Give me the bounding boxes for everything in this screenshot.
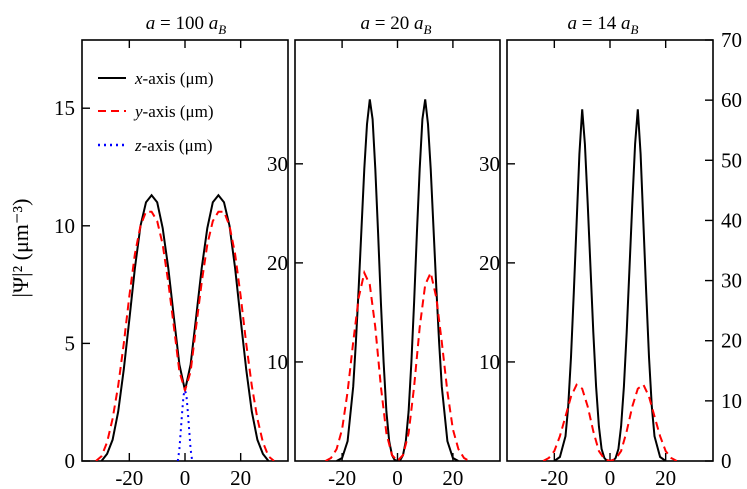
legend-label-x: x-axis (μm) (134, 69, 214, 88)
panel-2-frame (294, 39, 501, 462)
series-line-solid (553, 109, 667, 461)
x-tick-label: 20 (655, 466, 676, 489)
x-tick-label: -20 (540, 466, 568, 489)
y-right-tick-label: 0 (721, 449, 732, 473)
panel-3-title: a = 14 aB (568, 13, 639, 37)
panel-a14: -20 0 20 10 20 30 0 10 20 30 40 50 60 70 (479, 28, 742, 489)
y-tick-label: 30 (267, 152, 288, 176)
y-right-tick-label: 70 (721, 28, 742, 52)
panel-1-title-subscript: B (218, 22, 226, 37)
y-axis-label: |Ψ|² (μm⁻³) (8, 199, 33, 298)
series-line-dashed (542, 383, 678, 461)
panel-2-title-subscript: B (424, 22, 432, 37)
x-tick-label: 0 (605, 466, 616, 489)
x-tick-label: 20 (230, 466, 251, 489)
x-tick-label: 0 (392, 466, 403, 489)
panel-1-title-unit: a (209, 13, 219, 34)
panel-2-title-var: a (361, 13, 371, 34)
y-tick-label: 10 (267, 350, 288, 374)
panel-1-title-var: a (146, 13, 156, 34)
y-tick-label: 20 (479, 251, 500, 275)
panel-2-title-unit: a (414, 13, 424, 34)
panel-2-title-value: 20 (390, 13, 409, 34)
y-tick-label: 30 (479, 152, 500, 176)
panel-3-title-unit: a (621, 13, 631, 34)
y-right-tick-label: 10 (721, 389, 742, 413)
x-tick-label: 0 (180, 466, 191, 489)
panel-3-title-value: 14 (597, 13, 617, 34)
y-tick-label: 0 (65, 449, 76, 473)
y-right-tick-label: 30 (721, 269, 742, 293)
panel-2-title-value-group: = 20 (370, 13, 414, 34)
y-right-tick-label: 60 (721, 88, 742, 112)
panel-a100: -20 0 20 0 5 10 15 (54, 39, 289, 489)
y-tick-label: 15 (54, 96, 75, 120)
panel-3-title-value-group: = 14 (577, 13, 621, 34)
y-tick-label: 5 (65, 331, 76, 355)
legend-label-z: z-axis (μm) (134, 136, 213, 155)
y-tick-label: 10 (54, 214, 75, 238)
y-right-tick-label: 40 (721, 208, 742, 232)
series-line-solid (100, 193, 270, 461)
x-tick-label: -20 (328, 466, 356, 489)
legend-label-y: y-axis (μm) (133, 102, 214, 121)
panel-1-series (95, 193, 275, 461)
panel-a20: -20 0 20 10 20 30 (267, 39, 501, 489)
panel-3-frame (506, 39, 714, 462)
series-line-solid (336, 99, 459, 461)
panel-1-title: a = 100 aB (146, 13, 226, 37)
x-tick-label: 20 (442, 466, 463, 489)
y-right-tick-label: 50 (721, 148, 742, 172)
panel-2-title: a = 20 aB (361, 13, 432, 37)
y-tick-label: 20 (267, 251, 288, 275)
panel-3-title-var: a (568, 13, 578, 34)
panel-1-title-value: 100 (176, 13, 205, 34)
panel-3-title-subscript: B (631, 22, 639, 37)
series-line-dotted (176, 386, 194, 461)
series-line-dashed (95, 210, 275, 461)
panel-1-title-value-group: = 100 (155, 13, 208, 34)
y-tick-label: 10 (479, 350, 500, 374)
panel-2-series (325, 99, 470, 461)
panel-3-series (542, 109, 678, 461)
legend: x-axis (μm) y-axis (μm) z-axis (μm) (98, 69, 214, 155)
y-right-tick-label: 20 (721, 329, 742, 353)
series-line-dashed (325, 269, 470, 461)
x-tick-label: -20 (115, 466, 143, 489)
